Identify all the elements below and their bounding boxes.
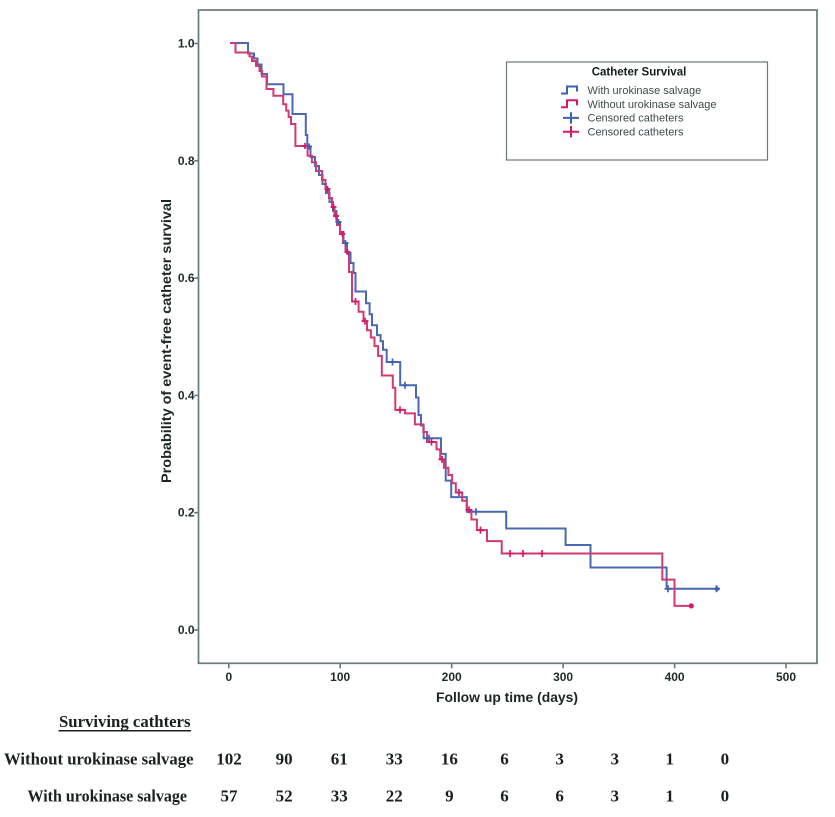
- svg-text:52: 52: [276, 787, 293, 806]
- svg-text:With urokinase salvage: With urokinase salvage: [588, 85, 702, 97]
- svg-text:90: 90: [276, 750, 293, 769]
- svg-text:6: 6: [555, 787, 564, 806]
- svg-text:102: 102: [216, 750, 242, 769]
- svg-text:1: 1: [666, 750, 675, 769]
- svg-text:0: 0: [721, 750, 730, 769]
- svg-text:1.0: 1.0: [178, 37, 195, 51]
- svg-text:0.4: 0.4: [178, 388, 195, 402]
- svg-text:22: 22: [386, 787, 403, 806]
- svg-text:9: 9: [445, 787, 454, 806]
- svg-text:Follow up time (days): Follow up time (days): [436, 689, 578, 705]
- svg-text:Probability of event-free cath: Probability of event-free catheter survi…: [158, 199, 174, 483]
- svg-text:1: 1: [666, 787, 675, 806]
- svg-text:0.0: 0.0: [178, 623, 195, 637]
- svg-text:0: 0: [721, 787, 730, 806]
- svg-text:3: 3: [610, 787, 619, 806]
- svg-text:33: 33: [331, 787, 348, 806]
- svg-text:0.2: 0.2: [178, 506, 195, 520]
- svg-text:100: 100: [330, 670, 350, 684]
- svg-text:Without urokinase salvage: Without urokinase salvage: [588, 99, 717, 111]
- svg-text:300: 300: [553, 670, 573, 684]
- svg-text:16: 16: [441, 750, 458, 769]
- svg-text:Without urokinase salvage: Without urokinase salvage: [4, 750, 194, 769]
- svg-text:Surviving cathters: Surviving cathters: [59, 712, 191, 731]
- svg-text:0: 0: [225, 670, 232, 684]
- svg-text:3: 3: [555, 750, 564, 769]
- svg-text:400: 400: [665, 670, 685, 684]
- svg-text:3: 3: [610, 750, 619, 769]
- svg-text:Catheter Survival: Catheter Survival: [592, 67, 687, 79]
- svg-text:Censored catheters: Censored catheters: [588, 113, 684, 125]
- svg-text:6: 6: [500, 750, 509, 769]
- svg-text:With urokinase salvage: With urokinase salvage: [28, 787, 188, 806]
- svg-text:33: 33: [386, 750, 403, 769]
- svg-text:0.8: 0.8: [178, 154, 195, 168]
- svg-text:Censored catheters: Censored catheters: [588, 126, 684, 138]
- svg-text:0.6: 0.6: [178, 271, 195, 285]
- svg-text:200: 200: [442, 670, 462, 684]
- svg-text:500: 500: [776, 670, 796, 684]
- svg-text:6: 6: [500, 787, 509, 806]
- svg-text:61: 61: [331, 750, 348, 769]
- svg-text:57: 57: [221, 787, 239, 806]
